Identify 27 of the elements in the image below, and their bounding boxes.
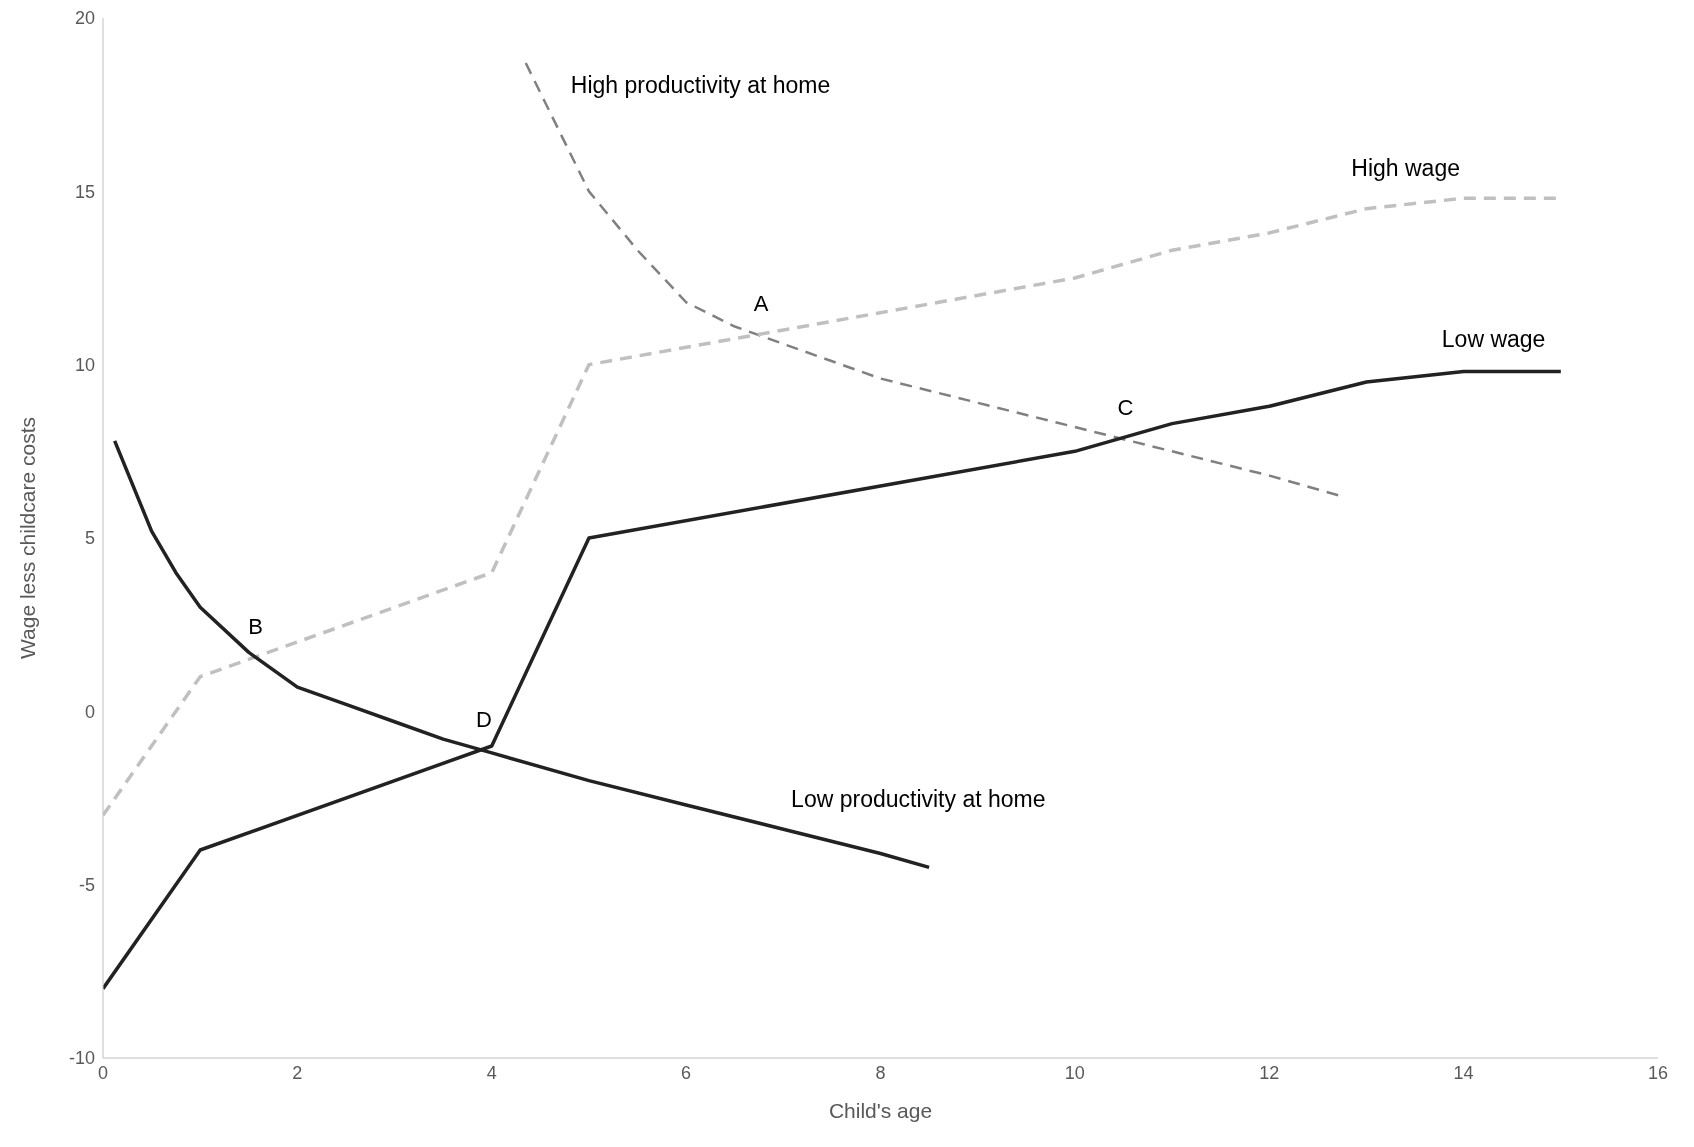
x-tick-label: 8 (875, 1062, 886, 1083)
x-tick-label: 12 (1259, 1062, 1280, 1083)
y-tick-label: 5 (84, 528, 95, 549)
series-label: Low wage (1441, 325, 1546, 352)
y-tick-label: 10 (74, 355, 95, 376)
x-tick-label: 0 (97, 1062, 109, 1083)
y-tick-label: -10 (68, 1048, 95, 1069)
x-tick-label: 2 (292, 1062, 303, 1083)
x-axis-title: Child's age (828, 1099, 933, 1122)
y-tick-label: 0 (84, 701, 95, 722)
annotation: D (476, 707, 492, 733)
series-label: High productivity at home (570, 72, 831, 99)
x-tick-label: 6 (681, 1062, 692, 1083)
line-series (103, 369, 1563, 991)
y-tick-label: 15 (74, 181, 95, 202)
annotation: A (753, 291, 769, 317)
annotation: B (248, 613, 263, 639)
series-label: Low productivity at home (791, 786, 1046, 813)
y-tick-label: 20 (74, 8, 95, 29)
y-tick-label: -5 (78, 875, 95, 896)
x-tick-label: 14 (1453, 1062, 1474, 1083)
annotation: C (1117, 395, 1134, 421)
x-tick-label: 4 (486, 1062, 497, 1083)
x-tick-label: 10 (1064, 1062, 1085, 1083)
y-axis-title: Wage less childcare costs (16, 417, 40, 659)
x-tick-label: 16 (1647, 1062, 1669, 1083)
series-label: High wage (1351, 155, 1460, 182)
